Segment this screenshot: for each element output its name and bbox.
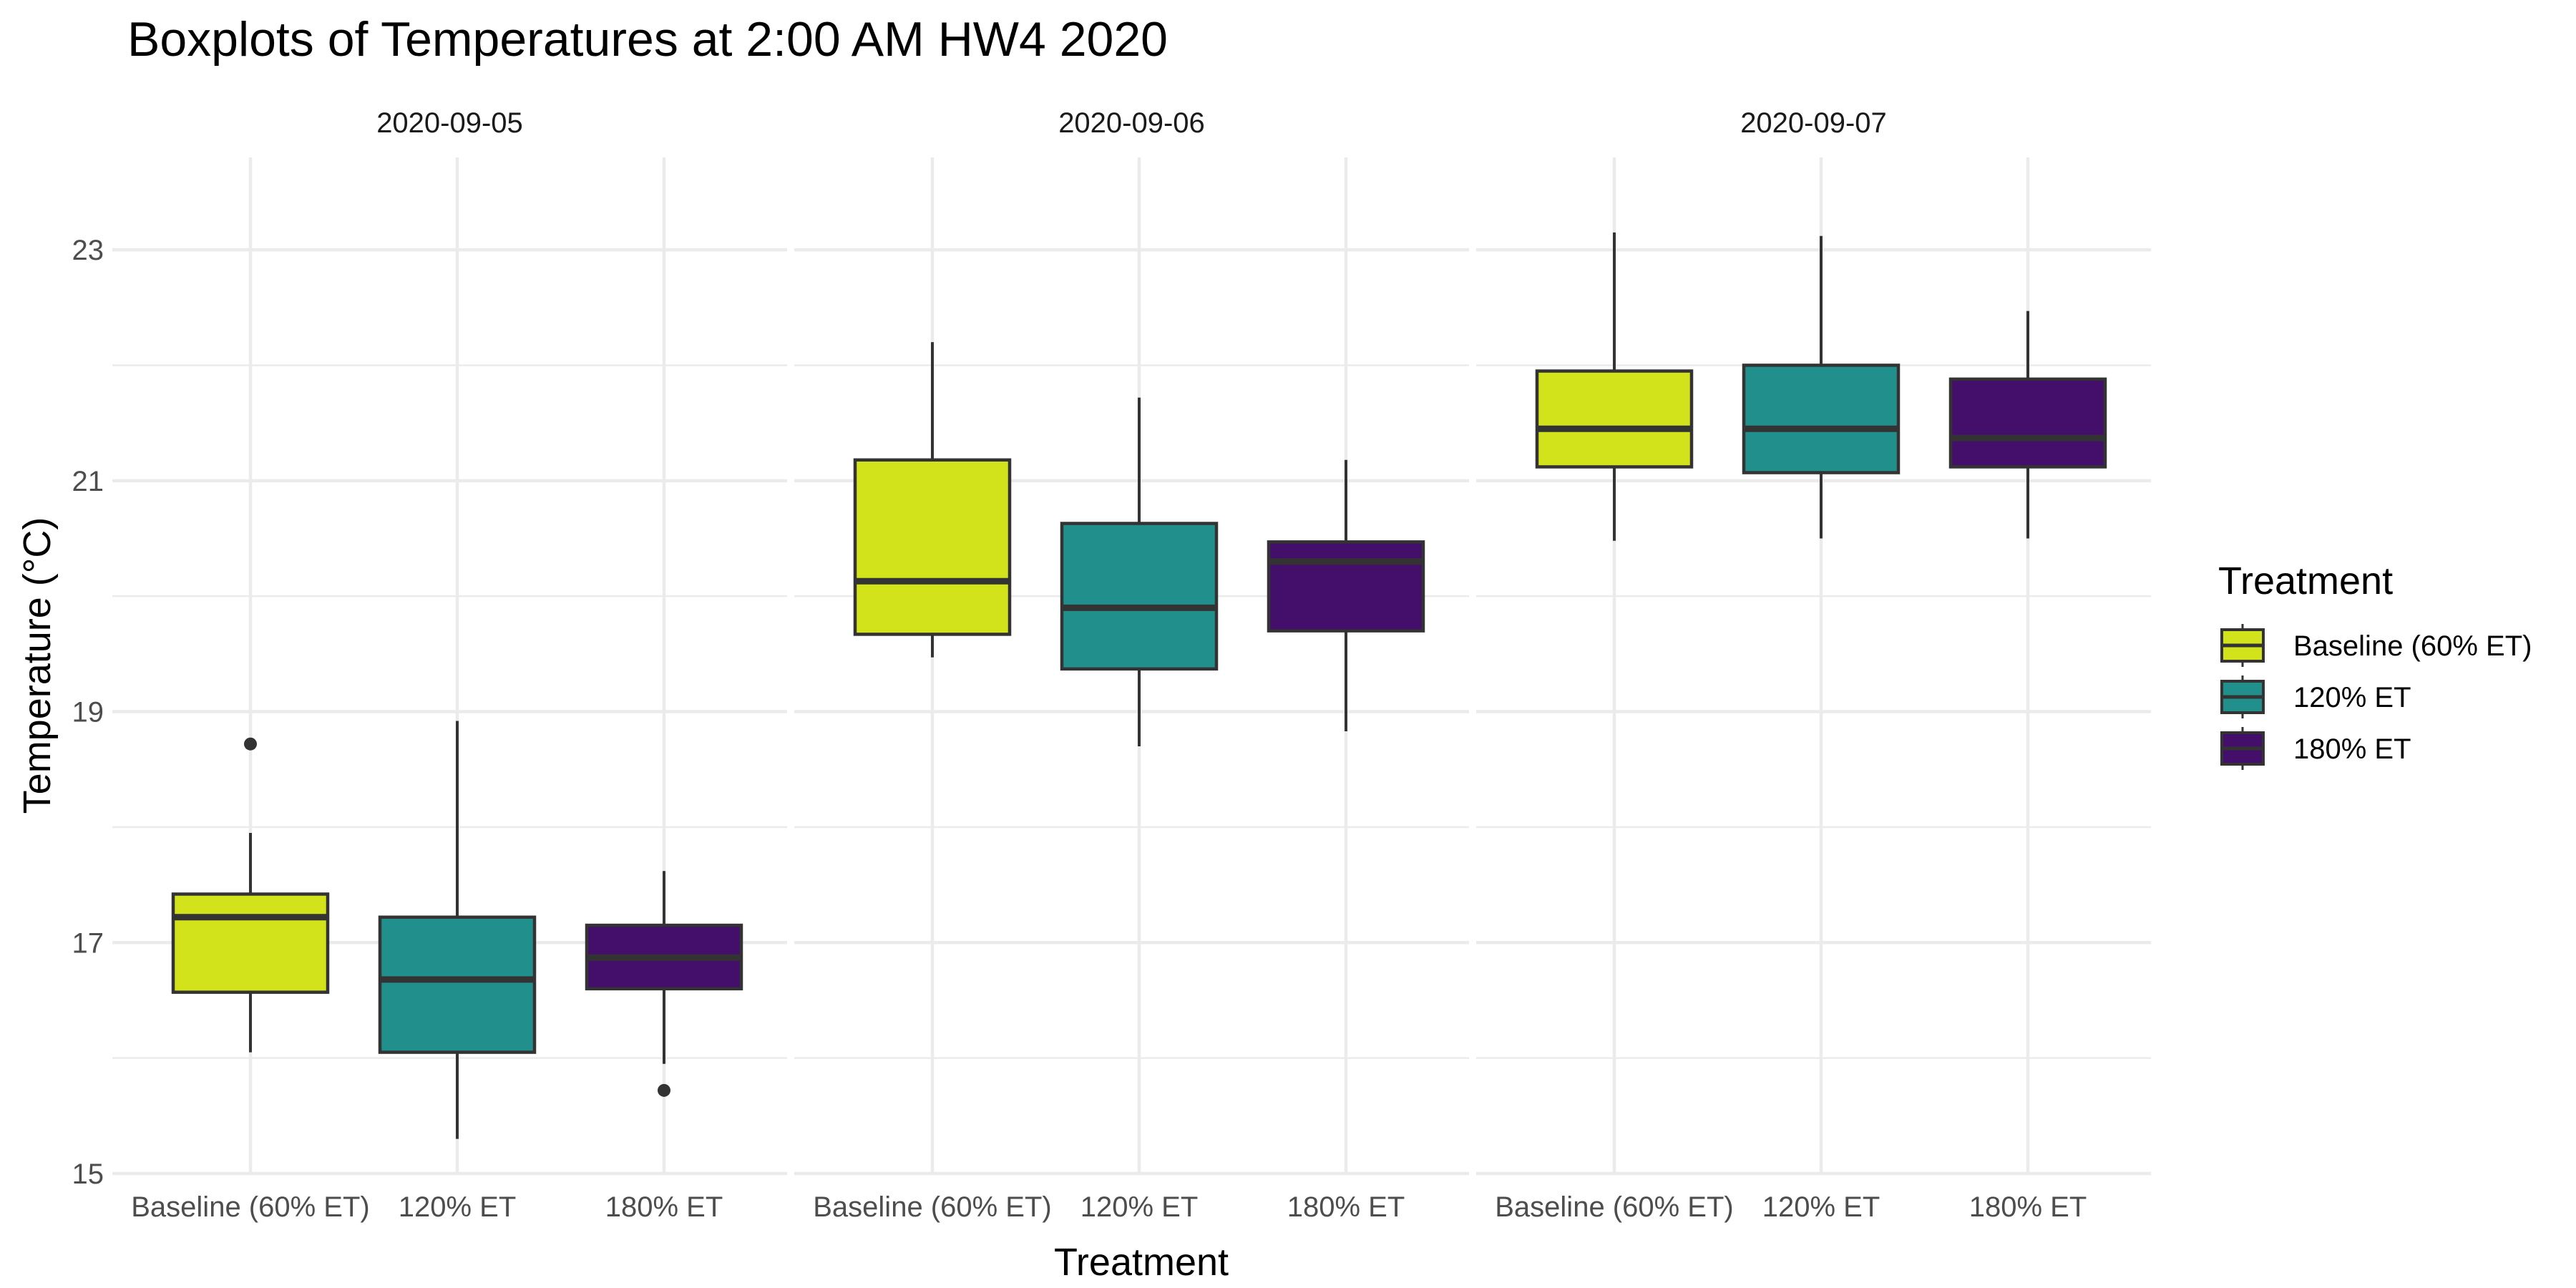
boxplot	[1267, 459, 1425, 731]
x-tick-label: 120% ET	[399, 1191, 517, 1223]
x-tick-label: 180% ET	[605, 1191, 723, 1223]
x-tick-label: 120% ET	[1762, 1191, 1880, 1223]
iqr-box	[1060, 522, 1219, 671]
legend-key	[2220, 675, 2265, 718]
boxplot	[1060, 397, 1219, 746]
iqr-box	[1535, 369, 1694, 469]
chart-title: Boxplots of Temperatures at 2:00 AM HW4 …	[127, 12, 1168, 67]
boxplot	[1948, 311, 2107, 539]
x-tick-label: 180% ET	[1969, 1191, 2087, 1223]
legend-label: Baseline (60% ET)	[2293, 630, 2532, 662]
facet-strip-label: 2020-09-06	[1058, 107, 1205, 139]
y-axis: 15 17 19 21 23	[72, 235, 104, 1190]
boxplot	[171, 737, 330, 1053]
x-tick-label: Baseline (60% ET)	[813, 1191, 1051, 1223]
facet-panel: 2020-09-06 Baseline (60% ET) 120% ET 180% E…	[794, 107, 1469, 1223]
legend-label: 180% ET	[2293, 733, 2411, 765]
facet-panel: 2020-09-07 Baseline (60% ET) 120% ET 180% E…	[1476, 107, 2151, 1223]
y-tick-label: 21	[72, 466, 104, 497]
legend: Treatment Baseline (60% ET) 120% ET 180% E…	[2218, 560, 2532, 770]
outlier-point	[658, 1083, 670, 1097]
x-tick-label: 120% ET	[1080, 1191, 1199, 1223]
boxplot	[1742, 235, 1901, 539]
legend-title: Treatment	[2218, 560, 2393, 602]
boxplot	[1535, 232, 1694, 541]
iqr-box	[1948, 377, 2107, 469]
facet-panel: 2020-09-05 Baseline (60% ET) 120% ET 180% E…	[112, 107, 787, 1223]
iqr-box	[1742, 364, 1901, 474]
x-tick-label: Baseline (60% ET)	[131, 1191, 369, 1223]
iqr-box	[378, 915, 537, 1054]
legend-key	[2220, 624, 2265, 667]
y-axis-title: Temperature (°C)	[16, 517, 59, 814]
boxplot	[378, 721, 537, 1139]
facet-strip-label: 2020-09-07	[1740, 107, 1887, 139]
x-tick-label: 180% ET	[1287, 1191, 1405, 1223]
y-tick-label: 19	[72, 697, 104, 728]
facet-strip-label: 2020-09-05	[376, 107, 523, 139]
facet-panels: 2020-09-05 Baseline (60% ET) 120% ET 180% E…	[112, 107, 2151, 1223]
boxplot	[585, 871, 743, 1097]
x-tick-label: Baseline (60% ET)	[1495, 1191, 1733, 1223]
iqr-box	[1267, 540, 1425, 633]
iqr-box	[171, 892, 330, 994]
y-tick-label: 23	[72, 235, 104, 266]
legend-key	[2220, 727, 2265, 770]
y-tick-label: 15	[72, 1158, 104, 1190]
x-axis-title: Treatment	[1054, 1241, 1229, 1284]
y-tick-label: 17	[72, 927, 104, 959]
legend-label: 120% ET	[2293, 682, 2411, 713]
outlier-point	[244, 737, 257, 751]
boxplot	[853, 342, 1012, 658]
iqr-box	[853, 458, 1012, 636]
